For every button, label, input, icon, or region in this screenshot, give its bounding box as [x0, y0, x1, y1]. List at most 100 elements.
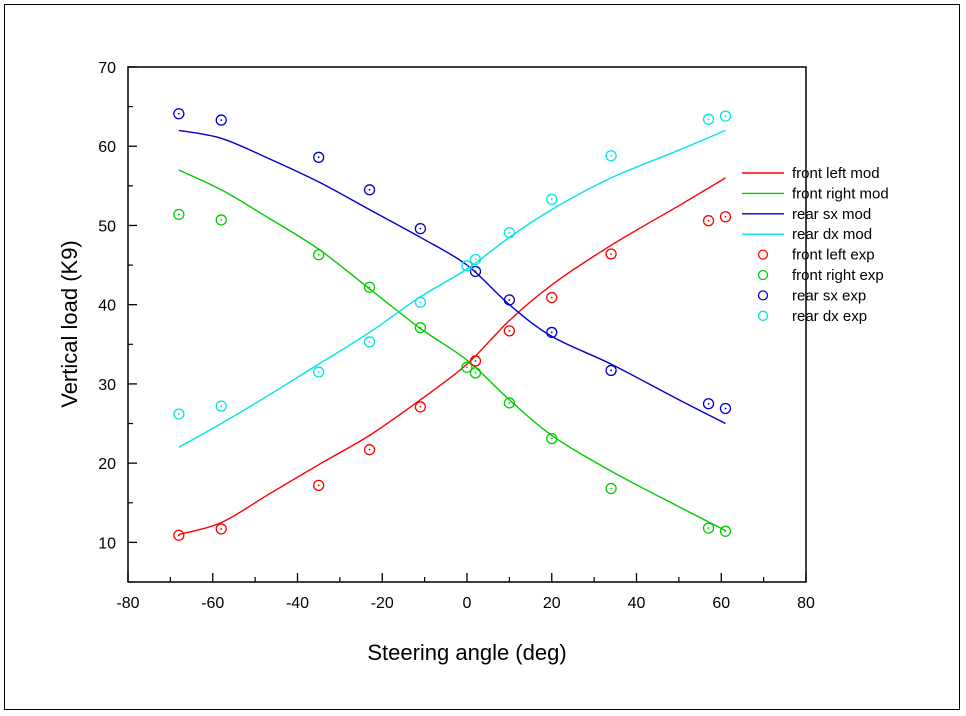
data-point — [173, 108, 185, 120]
data-point — [313, 479, 325, 491]
legend-label: front left mod — [792, 165, 880, 182]
data-point — [702, 522, 715, 534]
data-point-center — [177, 413, 180, 415]
data-point — [414, 296, 427, 308]
data-point — [215, 523, 227, 535]
data-point-center — [508, 299, 511, 301]
data-point-center — [550, 331, 553, 334]
data-point — [719, 525, 732, 537]
data-point-center — [220, 528, 223, 530]
data-point-center — [707, 402, 710, 405]
legend-label: front right exp — [792, 267, 884, 284]
data-point-center — [508, 231, 511, 234]
data-point-center — [474, 270, 477, 273]
data-point-center — [368, 188, 371, 191]
data-point-center — [550, 198, 553, 201]
legend-label: front left exp — [792, 247, 875, 264]
y-tick-label: 60 — [98, 139, 116, 156]
data-point — [173, 408, 185, 420]
data-point-center — [724, 115, 727, 118]
data-point-center — [317, 484, 320, 487]
data-point — [546, 326, 558, 339]
data-point-center — [177, 112, 180, 115]
data-point — [702, 398, 715, 410]
data-point-center — [610, 253, 612, 255]
data-point-center — [474, 360, 477, 362]
data-point-center — [474, 371, 477, 374]
plot-area — [127, 66, 807, 583]
data-point — [719, 110, 732, 122]
x-axis-title: Steering angle (deg) — [367, 640, 566, 665]
y-tick-label: 40 — [98, 298, 116, 315]
data-point — [414, 222, 427, 235]
data-point-center — [707, 527, 710, 530]
x-tick-label: -20 — [371, 595, 394, 612]
data-point-center — [368, 341, 371, 343]
data-point — [469, 355, 482, 367]
data-point — [702, 215, 715, 227]
data-point-center — [368, 448, 371, 451]
data-point — [469, 367, 482, 379]
data-point — [605, 150, 617, 162]
data-point — [469, 253, 482, 266]
data-point — [719, 211, 732, 223]
x-tick-label: 60 — [712, 595, 730, 612]
data-point — [215, 400, 227, 412]
data-point — [546, 432, 558, 445]
data-point-center — [419, 326, 422, 329]
data-point-center — [419, 301, 422, 304]
series-points-rear-dx-exp — [173, 110, 732, 420]
data-point-center — [707, 118, 710, 121]
x-tick-label: -80 — [116, 595, 139, 612]
series-layer — [173, 108, 732, 541]
data-point-center — [508, 329, 511, 332]
x-tick-label: 20 — [543, 595, 561, 612]
y-tick-label: 50 — [98, 218, 116, 235]
legend-label: rear dx mod — [792, 226, 872, 243]
data-point-center — [610, 154, 612, 157]
series-line-rear-dx-mod — [178, 129, 726, 448]
x-axis: -80 -60 -40 -20 0 20 40 60 80 — [116, 573, 815, 612]
legend: front left mod front right mod rear sx mod… — [742, 165, 889, 325]
legend-marker-swatch — [757, 249, 769, 260]
series-points-front-left-exp — [173, 211, 732, 541]
data-point-center — [317, 371, 320, 373]
figure-frame — [4, 4, 960, 710]
data-point — [461, 361, 473, 373]
x-tick-label: 0 — [463, 595, 472, 612]
data-point — [414, 322, 427, 334]
data-point-center — [724, 215, 727, 218]
data-point — [313, 151, 325, 163]
data-point-center — [724, 407, 727, 410]
data-point-center — [220, 405, 223, 408]
data-point-center — [317, 156, 320, 159]
data-point-center — [707, 219, 710, 222]
data-point — [173, 529, 185, 541]
y-tick-label: 70 — [98, 60, 116, 77]
data-point — [173, 208, 185, 221]
legend-label: front right mod — [792, 185, 889, 202]
data-point — [313, 366, 325, 378]
x-tick-label: 40 — [628, 595, 646, 612]
data-point — [702, 113, 715, 125]
series-points-front-right-exp — [173, 208, 732, 537]
data-point — [546, 291, 558, 304]
data-point-center — [466, 366, 468, 369]
data-point-center — [610, 369, 612, 372]
legend-label: rear sx mod — [792, 206, 871, 223]
data-point-center — [177, 213, 180, 216]
data-point-center — [220, 219, 223, 221]
x-tick-label: -40 — [286, 595, 309, 612]
y-axis: 10 20 30 40 50 60 70 — [98, 60, 137, 583]
data-point-center — [724, 530, 727, 533]
data-point — [363, 281, 376, 293]
data-point-center — [419, 227, 422, 230]
data-point — [605, 364, 617, 377]
x-tick-label: -60 — [201, 595, 224, 612]
data-point — [461, 260, 473, 272]
data-point — [503, 325, 516, 337]
series-points-rear-sx-exp — [173, 108, 732, 415]
legend-label: rear dx exp — [792, 308, 867, 325]
legend-marker-swatch — [757, 269, 769, 281]
data-point — [503, 294, 516, 306]
